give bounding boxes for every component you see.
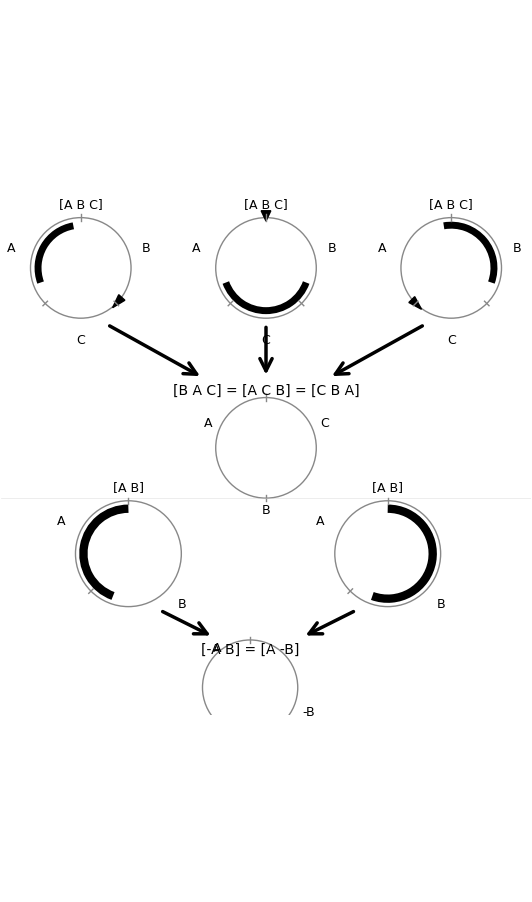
- Text: C: C: [320, 417, 329, 429]
- Polygon shape: [409, 298, 421, 310]
- Text: A: A: [316, 515, 325, 528]
- Text: B: B: [262, 503, 270, 517]
- Text: [B A C] = [A C B] = [C B A]: [B A C] = [A C B] = [C B A]: [173, 383, 359, 397]
- Text: A: A: [378, 242, 386, 254]
- Polygon shape: [261, 212, 271, 222]
- Text: [A B C]: [A B C]: [244, 198, 288, 210]
- Text: B: B: [142, 242, 151, 254]
- Text: B: B: [437, 597, 446, 610]
- Text: B: B: [327, 242, 336, 254]
- Text: -B: -B: [302, 705, 314, 718]
- Text: [A B]: [A B]: [372, 480, 403, 493]
- Text: [A B C]: [A B C]: [59, 198, 103, 210]
- Polygon shape: [113, 295, 125, 308]
- Text: [-A B] = [A -B]: [-A B] = [A -B]: [201, 642, 300, 657]
- Text: B: B: [513, 242, 521, 254]
- Text: [A B]: [A B]: [113, 480, 144, 493]
- Text: A: A: [57, 515, 65, 528]
- Text: A: A: [193, 242, 201, 254]
- Text: A: A: [7, 242, 15, 254]
- Text: C: C: [262, 334, 270, 346]
- Text: [A B C]: [A B C]: [429, 198, 473, 210]
- Text: C: C: [77, 334, 85, 346]
- Text: B: B: [178, 597, 186, 610]
- Text: C: C: [447, 334, 455, 346]
- Text: A: A: [212, 641, 221, 654]
- Text: A: A: [204, 417, 212, 429]
